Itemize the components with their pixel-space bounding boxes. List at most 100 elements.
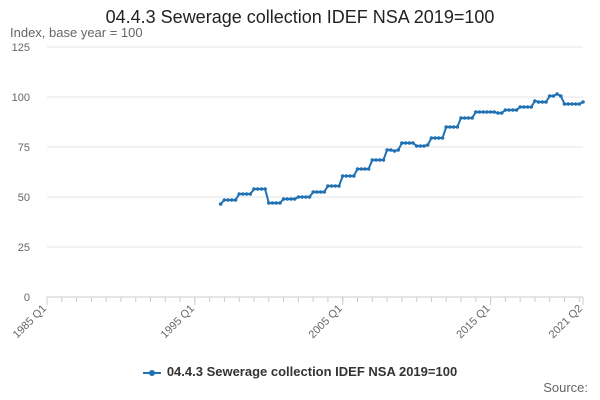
data-point — [422, 144, 426, 148]
legend-label: 04.4.3 Sewerage collection IDEF NSA 2019… — [166, 364, 458, 379]
data-point — [437, 136, 441, 140]
data-point — [267, 201, 271, 205]
data-point — [581, 100, 585, 104]
data-point — [466, 116, 471, 120]
data-point — [400, 141, 404, 145]
y-tick-label: 0 — [24, 292, 30, 304]
data-point — [329, 184, 334, 188]
y-tick-label: 125 — [12, 42, 30, 54]
data-point — [396, 148, 401, 152]
data-point — [525, 105, 530, 109]
data-point — [474, 110, 478, 114]
data-point — [507, 108, 511, 112]
data-point — [529, 105, 533, 109]
data-point — [499, 111, 504, 115]
data-point — [292, 197, 297, 201]
data-point — [296, 195, 301, 199]
data-point — [281, 197, 286, 201]
data-point — [451, 125, 456, 129]
data-point — [348, 174, 352, 178]
data-point — [540, 100, 545, 104]
data-point — [233, 198, 238, 202]
data-point — [274, 201, 279, 205]
data-point — [570, 102, 574, 106]
legend[interactable]: 04.4.3 Sewerage collection IDEF NSA 2019… — [0, 364, 600, 379]
y-axis-label: Index, base year = 100 — [10, 25, 143, 40]
x-tick-label: 2021 Q2 — [547, 303, 585, 341]
data-point — [333, 184, 338, 188]
data-point — [352, 174, 356, 178]
data-point — [222, 198, 227, 202]
data-point — [411, 141, 415, 145]
data-point — [259, 187, 264, 191]
data-point — [300, 195, 304, 199]
data-point — [418, 144, 423, 148]
series-layer — [218, 92, 585, 206]
y-tick-label: 25 — [18, 242, 30, 254]
data-point — [318, 190, 323, 194]
data-point — [425, 143, 430, 147]
data-point — [577, 102, 582, 106]
data-point — [322, 190, 327, 194]
data-point — [226, 198, 230, 202]
data-point — [385, 148, 389, 152]
data-point — [252, 187, 256, 191]
data-point — [392, 149, 397, 153]
x-axis: 1985 Q1 1995 Q1 2005 Q1 2015 Q1 2021 Q2 — [11, 296, 585, 341]
data-point — [503, 108, 508, 112]
data-point — [363, 167, 367, 171]
data-point — [511, 108, 515, 112]
data-point — [455, 125, 460, 129]
data-point — [244, 192, 249, 196]
data-point — [448, 125, 452, 129]
data-point — [344, 174, 349, 178]
data-point — [340, 174, 345, 178]
data-point — [536, 100, 541, 104]
data-point — [355, 167, 360, 171]
data-point — [481, 110, 486, 114]
x-tick-label: 2015 Q1 — [454, 303, 492, 341]
data-point — [374, 158, 378, 162]
data-point — [255, 187, 260, 191]
source-label: Source: — [543, 380, 588, 395]
data-point — [237, 192, 241, 196]
data-point — [311, 190, 316, 194]
data-point — [248, 192, 253, 196]
x-tick-label: 1985 Q1 — [11, 303, 49, 341]
data-point — [492, 110, 497, 114]
data-point — [304, 195, 308, 199]
data-point — [488, 110, 493, 114]
data-point — [230, 198, 234, 202]
data-point — [444, 125, 449, 129]
data-point — [370, 158, 375, 162]
x-tick-label: 1995 Q1 — [159, 303, 197, 341]
data-point — [544, 100, 548, 104]
series-line — [219, 92, 584, 205]
data-point — [414, 144, 419, 148]
data-point — [433, 136, 437, 140]
data-point — [389, 148, 393, 152]
data-point — [307, 195, 312, 199]
data-point — [326, 184, 330, 188]
data-point — [278, 201, 282, 205]
data-point — [533, 99, 537, 103]
data-point — [289, 197, 293, 201]
data-point — [459, 116, 463, 120]
data-point — [381, 158, 386, 162]
data-point — [518, 105, 522, 109]
data-point — [522, 105, 526, 109]
data-point — [573, 102, 578, 106]
data-point — [477, 110, 482, 114]
data-point — [514, 108, 519, 112]
data-point — [403, 141, 408, 145]
legend-marker-icon — [142, 368, 161, 378]
data-point — [559, 94, 563, 98]
data-point — [337, 184, 341, 188]
y-axis: 0 25 50 75 100 125 — [12, 42, 30, 304]
data-point — [566, 102, 570, 106]
data-point — [263, 187, 267, 191]
data-point — [315, 190, 319, 194]
data-point — [562, 102, 567, 106]
data-point — [407, 141, 412, 145]
data-point — [270, 201, 275, 205]
